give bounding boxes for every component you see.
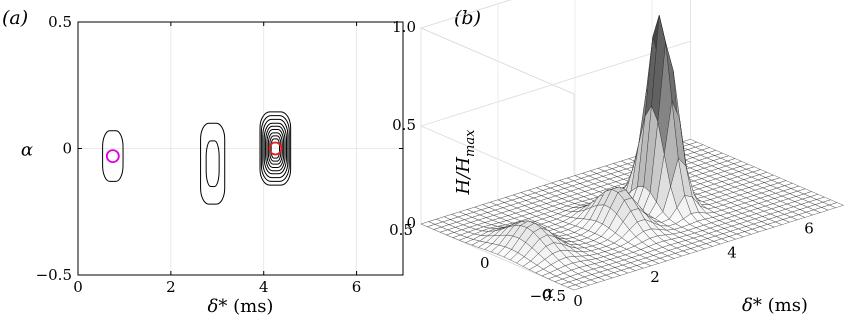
contour-line: [201, 123, 225, 204]
x3d-tick-label-1: 2: [650, 268, 660, 286]
x-axis-label: δ* (ms): [208, 296, 274, 317]
marker-0: [107, 150, 119, 162]
z3d-tick-label-0: 0: [406, 214, 416, 232]
y-tick-label-0: −0.5: [36, 266, 72, 284]
y-tick-label-2: 0.5: [48, 13, 72, 31]
contour-line: [103, 131, 123, 182]
contour-line: [206, 141, 219, 187]
x3d-tick-label-2: 4: [727, 244, 737, 262]
x3d-axis-label: δ* (ms): [742, 295, 808, 316]
y3d-tick-label-1: 0: [480, 254, 490, 272]
x-tick-label-0: 0: [73, 278, 83, 296]
x3d-tick-label-3: 6: [804, 219, 814, 237]
contour-group-0: [103, 131, 123, 182]
x-tick-label-3: 6: [352, 278, 362, 296]
x-tick-label-1: 2: [166, 278, 176, 296]
y3d-axis-label: α: [542, 282, 554, 303]
x3d-tick-label-0: 0: [573, 292, 583, 310]
panel-a-contour-chart: (a)0 2 4 6−0.500.5δ* (ms)α: [2, 7, 403, 317]
y-axis-label: α: [21, 140, 33, 161]
y-tick-label-1: 0: [62, 140, 72, 158]
contour-group-1: [201, 123, 225, 204]
panel-a-grid: [78, 22, 403, 275]
panel-a-label: (a): [2, 7, 28, 29]
z3d-axis-label: H/Hmax: [453, 129, 478, 196]
z3d-tick-label-2: 1.0: [392, 18, 416, 36]
surface-mesh: [421, 15, 844, 290]
x-tick-label-2: 4: [259, 278, 269, 296]
z3d-tick-label-1: 0.5: [392, 116, 416, 134]
